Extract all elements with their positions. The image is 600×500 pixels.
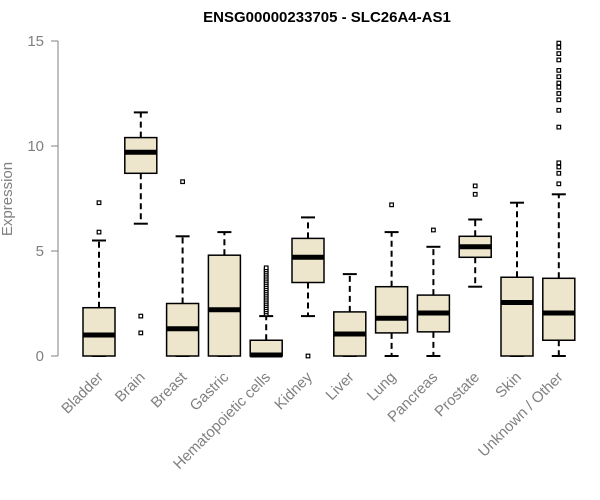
iqr-box	[291, 237, 325, 284]
y-tick-label: 15	[27, 33, 44, 50]
box-skin	[500, 201, 534, 357]
boxes-group	[82, 40, 576, 359]
outlier-point	[556, 57, 562, 63]
x-tick-label: Breast	[148, 368, 191, 411]
outlier-point	[556, 170, 562, 176]
box-brain	[124, 111, 158, 336]
y-tick-label: 0	[36, 348, 44, 365]
outlier-point	[556, 107, 562, 113]
iqr-box	[542, 277, 576, 341]
outlier-point	[556, 91, 562, 96]
chart-title: ENSG00000233705 - SLC26A4-AS1	[203, 9, 451, 26]
box-breast	[165, 179, 200, 357]
y-axis-label: Expression	[0, 162, 16, 236]
outlier-point	[263, 265, 269, 271]
iqr-box	[124, 136, 158, 175]
outlier-point	[556, 44, 562, 50]
outlier-point	[556, 97, 562, 103]
box-prostate	[458, 183, 492, 288]
x-tick-label: Kidney	[271, 368, 316, 413]
x-tick-label: Liver	[323, 369, 358, 404]
outlier-point	[138, 313, 144, 319]
box-pancreas	[416, 227, 451, 357]
outlier-point	[556, 84, 562, 90]
x-tick-label: Bladder	[58, 369, 107, 418]
x-tick-label: Brain	[112, 369, 149, 406]
outlier-point	[556, 74, 562, 80]
outlier-point	[305, 353, 311, 359]
x-tick-label: Skin	[492, 369, 525, 402]
box-hematopoietic-cells	[249, 265, 283, 358]
box-lung	[374, 202, 409, 357]
box-gastric	[207, 231, 242, 357]
box-liver	[333, 273, 367, 357]
iqr-box	[82, 306, 116, 357]
outlier-point	[556, 51, 562, 56]
y-tick-label: 5	[36, 243, 44, 260]
outlier-point	[556, 40, 562, 46]
outlier-point	[96, 200, 102, 206]
x-tick-label: Prostate	[431, 369, 483, 421]
y-tick-label: 10	[27, 138, 44, 155]
outlier-point	[138, 330, 144, 336]
outlier-point	[431, 227, 436, 233]
outlier-point	[556, 164, 562, 170]
outlier-point	[96, 229, 102, 235]
outlier-point	[556, 67, 562, 73]
box-bladder	[82, 200, 116, 357]
iqr-box	[207, 254, 242, 357]
outlier-point	[556, 80, 562, 86]
outlier-point	[472, 191, 478, 197]
iqr-box	[374, 285, 409, 334]
outlier-point	[180, 179, 186, 185]
outlier-point	[556, 181, 562, 187]
outlier-point	[389, 202, 394, 208]
outlier-point	[472, 183, 478, 189]
box-kidney	[291, 216, 325, 359]
y-axis: 0 5 10 15	[27, 33, 59, 365]
box-unknown-other	[542, 40, 576, 357]
outlier-point	[556, 160, 562, 166]
x-tick-label: Lung	[364, 369, 400, 405]
iqr-box	[500, 276, 534, 357]
outlier-point	[556, 124, 562, 130]
